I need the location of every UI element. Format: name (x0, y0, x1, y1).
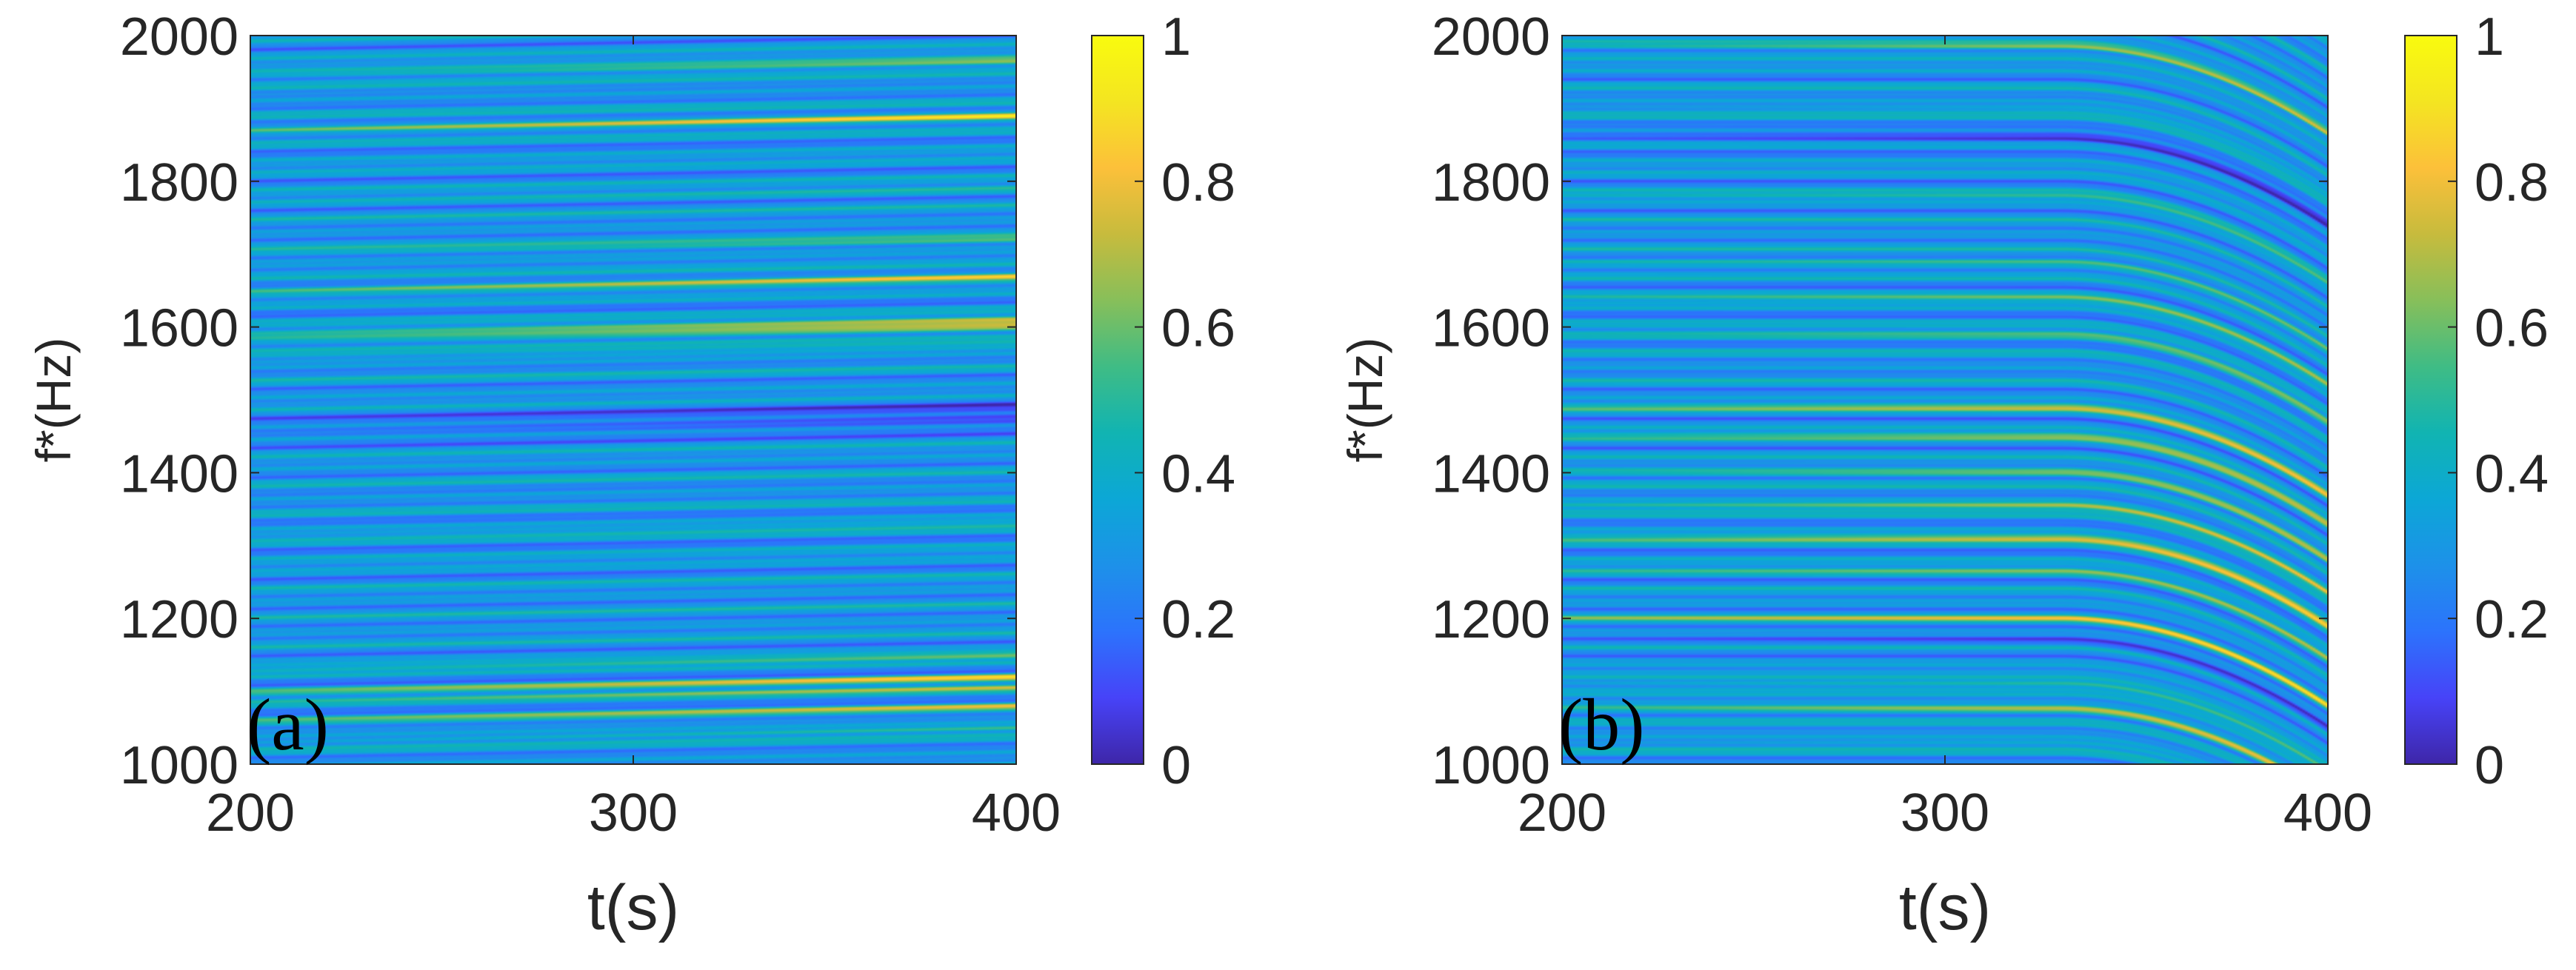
colorbar-b (2404, 35, 2457, 765)
x-axis-label-a: t(s) (587, 872, 679, 943)
x-axis-a: 200 300 400 (206, 36, 1061, 843)
x-tick-label: 200 (1518, 783, 1606, 843)
colorbar-tick-label: 0 (2475, 736, 2504, 795)
y-tick-label: 1800 (120, 153, 238, 213)
y-tick-label: 1000 (120, 736, 238, 795)
x-axis-b: 200 300 400 (1518, 36, 2372, 843)
colorbar-ticks-a: 0 0.2 0.4 0.6 0.8 1 (1135, 7, 1235, 795)
y-axis-label-b: f*(Hz) (1338, 338, 1392, 463)
y-tick-label: 1400 (120, 444, 238, 504)
y-axis-label-a: f*(Hz) (26, 338, 81, 463)
heatmap-image-a (250, 36, 1016, 764)
x-axis-label-b: t(s) (1899, 872, 1991, 943)
panel-b: 1000 1200 1400 1600 1800 2000 200 300 400 f*(Hz… (1338, 7, 2549, 943)
colorbar-tick-label: 0 (1161, 736, 1191, 795)
y-tick-label: 1800 (1432, 153, 1550, 213)
y-tick-label: 2000 (120, 7, 238, 67)
colorbar-tick-label: 0.4 (1161, 444, 1235, 504)
panel-a: 1000 1200 1400 1600 1800 2000 200 300 400 f*(Hz… (26, 7, 1235, 943)
colorbar-tick-label: 0.8 (2475, 153, 2549, 213)
colorbar-tick-label: 0.6 (1161, 299, 1235, 358)
y-axis-b: 1000 1200 1400 1600 1800 2000 (1432, 7, 2328, 795)
y-tick-label: 1200 (1432, 590, 1550, 649)
x-tick-label: 300 (589, 783, 678, 843)
colorbar-ticks-b: 0 0.2 0.4 0.6 0.8 1 (2448, 7, 2549, 795)
x-tick-label: 400 (972, 783, 1061, 843)
y-tick-label: 1400 (1432, 444, 1550, 504)
panel-label-a: (a) (247, 683, 329, 766)
colorbar-tick-label: 0.4 (2475, 444, 2549, 504)
y-tick-label: 1600 (120, 299, 238, 358)
x-tick-label: 300 (1901, 783, 1989, 843)
colorbar-a (1091, 35, 1144, 765)
y-tick-label: 1200 (120, 590, 238, 649)
colorbar-tick-label: 1 (2475, 7, 2504, 67)
colorbar-tick-label: 0.2 (1161, 590, 1235, 649)
panel-label-b: (b) (1558, 683, 1645, 766)
colorbar-tick-label: 0.8 (1161, 153, 1235, 213)
y-tick-label: 2000 (1432, 7, 1550, 67)
colorbar-tick-label: 1 (1161, 7, 1191, 67)
y-tick-label: 1000 (1432, 736, 1550, 795)
y-axis-a: 1000 1200 1400 1600 1800 2000 (120, 7, 1016, 795)
x-tick-label: 400 (2283, 783, 2372, 843)
heatmap-image-b (1562, 36, 2328, 764)
colorbar-tick-label: 0.2 (2475, 590, 2549, 649)
y-tick-label: 1600 (1432, 299, 1550, 358)
x-tick-label: 200 (206, 783, 295, 843)
colorbar-tick-label: 0.6 (2475, 299, 2549, 358)
